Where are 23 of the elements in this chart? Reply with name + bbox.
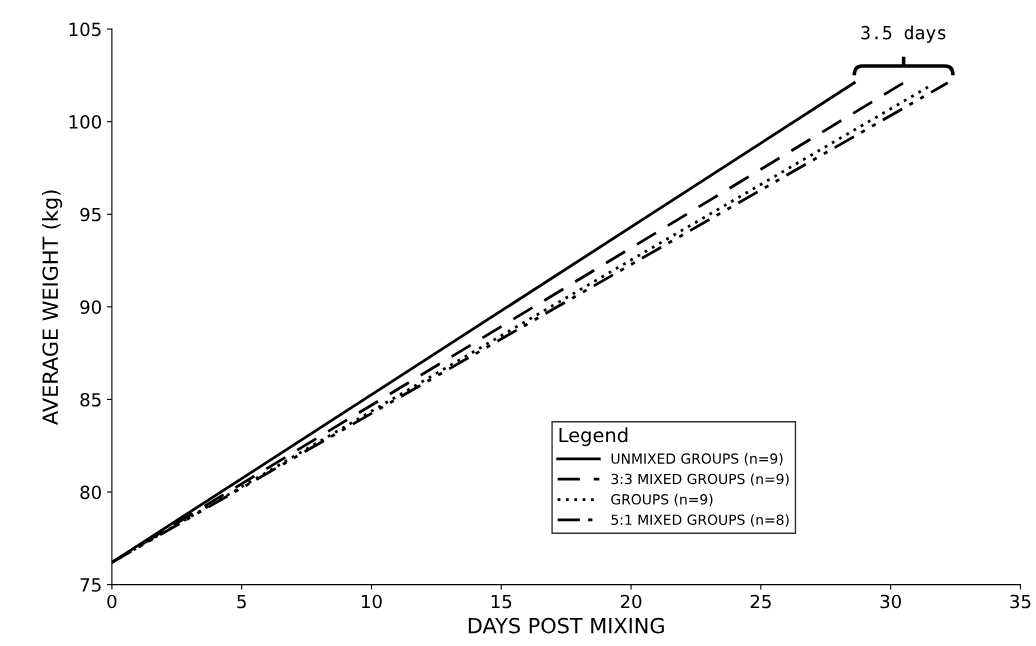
x-tick-label: 35 [1010, 594, 1031, 609]
x-tick-label: 0 [107, 594, 117, 609]
legend-label: 3:3 MIXED GROUPS (n=9) [611, 473, 789, 486]
y-axis-title: AVERAGE WEIGHT (kg) [41, 190, 63, 425]
x-tick-label: 30 [880, 594, 901, 609]
x-tick-label: 5 [237, 594, 246, 609]
y-tick-label: 85 [80, 392, 101, 407]
legend-label: 5:1 MIXED GROUPS (n=8) [611, 514, 789, 527]
legend-title: Legend [559, 427, 628, 447]
legend-label: UNMIXED GROUPS (n=9) [611, 453, 783, 466]
y-tick-label: 100 [69, 115, 101, 129]
y-tick-label: 105 [69, 22, 101, 37]
annotation: 3.5 days [861, 25, 946, 43]
y-tick-label: 90 [80, 300, 101, 314]
legend-label: GROUPS (n=9) [611, 493, 713, 507]
y-tick-label: 80 [80, 485, 101, 500]
y-tick-label: 95 [80, 207, 101, 222]
x-axis-title: DAYS POST MIXING [468, 617, 664, 634]
x-tick-label: 20 [620, 594, 642, 609]
x-tick-label: 25 [750, 594, 771, 609]
y-tick-label: 75 [80, 578, 101, 592]
x-tick-label: 10 [361, 594, 382, 609]
x-tick-label: 15 [491, 594, 512, 609]
